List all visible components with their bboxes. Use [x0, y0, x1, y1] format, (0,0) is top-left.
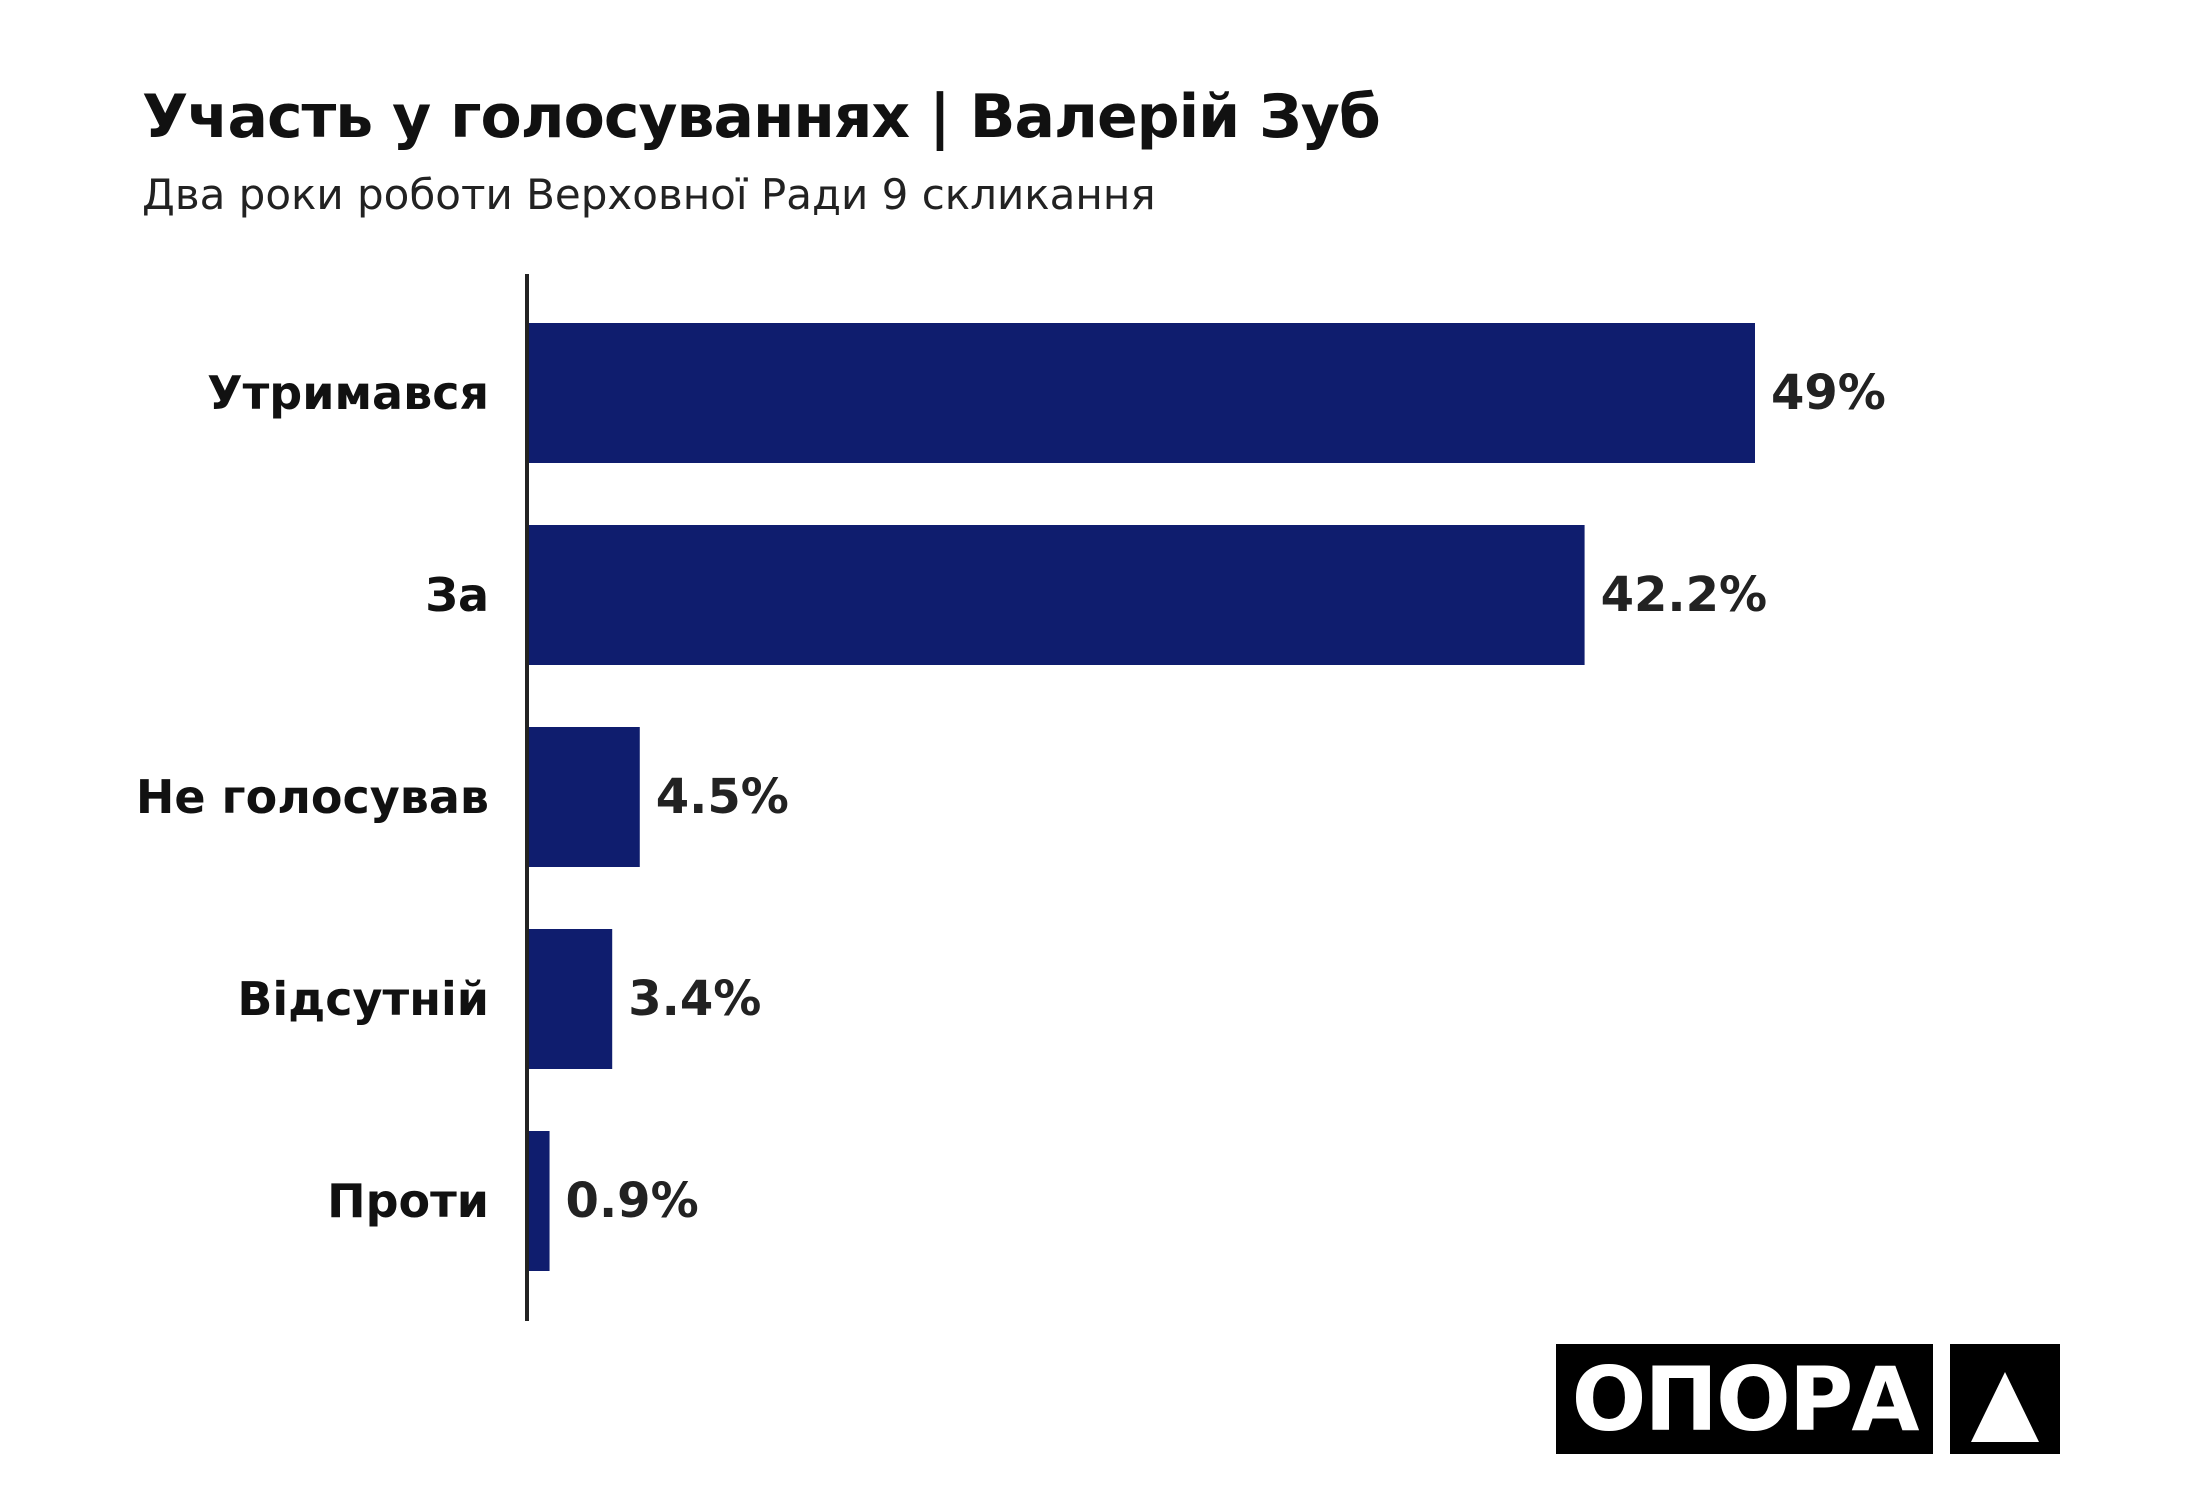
data-label: 42.2%	[1601, 567, 1768, 623]
opora-logo: ОПОРА	[1556, 1344, 1933, 1454]
data-label: 0.9%	[566, 1173, 699, 1229]
data-label: 4.5%	[656, 769, 789, 825]
bar	[527, 727, 640, 867]
data-label: 3.4%	[628, 971, 761, 1027]
chart-subtitle: Два роки роботи Верховної Ради 9 скликан…	[142, 170, 1156, 219]
bar	[527, 525, 1585, 665]
category-label: Утримався	[207, 366, 489, 420]
bar	[527, 323, 1755, 463]
chart-title: Участь у голосуваннях | Валерій Зуб	[142, 82, 1381, 152]
triangle-icon	[1950, 1344, 2060, 1454]
category-label: За	[425, 568, 489, 622]
category-label: Відсутній	[237, 972, 489, 1026]
category-label: Не голосував	[136, 770, 489, 824]
bar	[527, 929, 613, 1069]
bar	[527, 1131, 550, 1271]
data-label: 49%	[1771, 365, 1886, 421]
category-label: Проти	[327, 1174, 489, 1228]
logo-text: ОПОРА	[1571, 1347, 1920, 1451]
